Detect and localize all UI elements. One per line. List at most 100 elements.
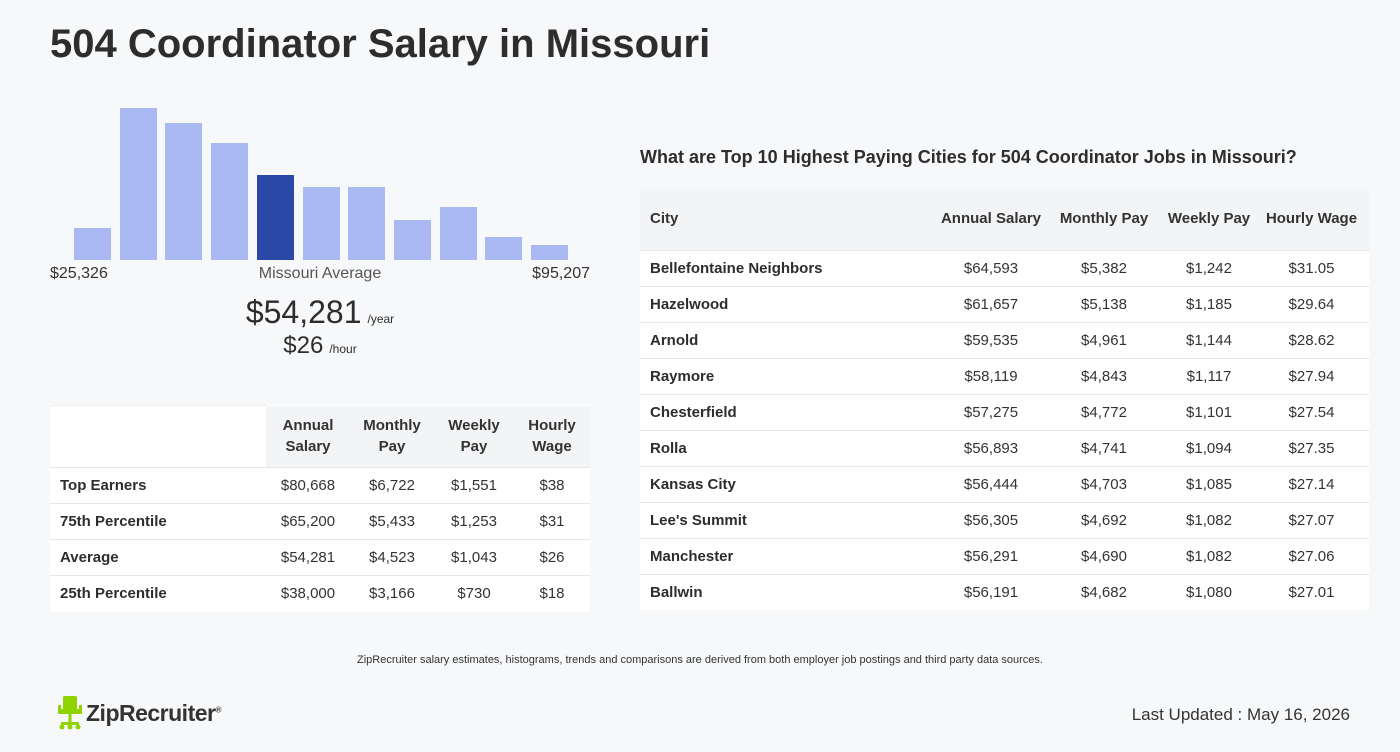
row-label: Kansas City bbox=[640, 465, 938, 502]
table-cell: $27.06 bbox=[1254, 537, 1369, 574]
cities-table: City Annual Salary Monthly Pay Weekly Pay Ho… bbox=[640, 188, 1369, 610]
table-row: Rolla $56,893 $4,741 $1,094 $27.35 bbox=[640, 429, 1369, 466]
table-row: Arnold $59,535 $4,961 $1,144 $28.62 bbox=[640, 321, 1369, 358]
average-yearly: $54,281/year bbox=[50, 292, 590, 339]
histogram-bar bbox=[439, 206, 477, 260]
table-cell: $59,535 bbox=[938, 321, 1044, 358]
table-cell: $1,185 bbox=[1164, 285, 1254, 322]
table-row: Average $54,281 $4,523 $1,043 $26 bbox=[50, 539, 590, 576]
histogram-bar-average bbox=[256, 174, 294, 260]
table-row: 25th Percentile $38,000 $3,166 $730 $18 bbox=[50, 575, 590, 612]
column-header: Hourly Wage bbox=[514, 405, 590, 468]
table-cell: $1,551 bbox=[434, 467, 514, 504]
row-label: Raymore bbox=[640, 357, 938, 394]
table-cell: $4,703 bbox=[1044, 465, 1164, 502]
table-cell: $1,101 bbox=[1164, 393, 1254, 430]
last-updated: Last Updated : May 16, 2026 bbox=[1131, 705, 1350, 724]
table-cell: $31.05 bbox=[1254, 249, 1369, 286]
table-cell: $5,382 bbox=[1044, 249, 1164, 286]
table-cell: $38 bbox=[514, 467, 590, 504]
histogram-bar bbox=[531, 244, 568, 260]
row-label: Chesterfield bbox=[640, 393, 938, 430]
table-cell: $56,444 bbox=[938, 465, 1044, 502]
row-label: 75th Percentile bbox=[50, 503, 266, 540]
histogram-bar bbox=[485, 237, 523, 260]
cities-table-header: City Annual Salary Monthly Pay Weekly Pay Ho… bbox=[640, 188, 1369, 250]
table-row: Manchester $56,291 $4,690 $1,082 $27.06 bbox=[640, 537, 1369, 574]
column-header bbox=[50, 405, 266, 468]
table-row: Top Earners $80,668 $6,722 $1,551 $38 bbox=[50, 467, 590, 504]
table-cell: $54,281 bbox=[266, 539, 350, 576]
ziprecruiter-logo[interactable]: ZipRecruiter® bbox=[58, 696, 221, 730]
table-cell: $4,690 bbox=[1044, 537, 1164, 574]
table-row: Bellefontaine Neighbors $64,593 $5,382 $1,2… bbox=[640, 249, 1369, 286]
row-label: 25th Percentile bbox=[50, 575, 266, 612]
column-header: Annual Salary bbox=[266, 405, 350, 468]
row-label: Manchester bbox=[640, 537, 938, 574]
table-row: Hazelwood $61,657 $5,138 $1,185 $29.64 bbox=[640, 285, 1369, 322]
column-header: Hourly Wage bbox=[1254, 188, 1369, 250]
histogram-bar bbox=[119, 108, 157, 260]
percentile-table-header: Annual Salary Monthly Pay Weekly Pay Hourly… bbox=[50, 405, 590, 468]
histogram-bar bbox=[302, 187, 340, 260]
average-yearly-value: $54,281 bbox=[245, 294, 362, 330]
table-cell: $4,961 bbox=[1044, 321, 1164, 358]
table-cell: $29.64 bbox=[1254, 285, 1369, 322]
table-cell: $38,000 bbox=[266, 575, 350, 612]
table-row: 75th Percentile $65,200 $5,433 $1,253 $31 bbox=[50, 503, 590, 540]
table-cell: $1,082 bbox=[1164, 537, 1254, 574]
row-label: Bellefontaine Neighbors bbox=[640, 249, 938, 286]
histogram-bar bbox=[393, 220, 431, 260]
percentile-table: Annual Salary Monthly Pay Weekly Pay Hourly… bbox=[50, 405, 590, 612]
table-cell: $4,843 bbox=[1044, 357, 1164, 394]
column-header: Weekly Pay bbox=[1164, 188, 1254, 250]
table-cell: $27.35 bbox=[1254, 429, 1369, 466]
table-cell: $4,772 bbox=[1044, 393, 1164, 430]
row-label: Lee's Summit bbox=[640, 501, 938, 538]
table-cell: $1,082 bbox=[1164, 501, 1254, 538]
salary-histogram bbox=[74, 100, 568, 260]
row-label: Hazelwood bbox=[640, 285, 938, 322]
histogram-average-label: Missouri Average bbox=[258, 265, 382, 282]
table-cell: $58,119 bbox=[938, 357, 1044, 394]
row-label: Ballwin bbox=[640, 573, 938, 610]
table-cell: $1,043 bbox=[434, 539, 514, 576]
table-cell: $4,523 bbox=[350, 539, 434, 576]
table-cell: $65,200 bbox=[266, 503, 350, 540]
table-cell: $80,668 bbox=[266, 467, 350, 504]
table-cell: $1,144 bbox=[1164, 321, 1254, 358]
table-cell: $26 bbox=[514, 539, 590, 576]
table-cell: $61,657 bbox=[938, 285, 1044, 322]
table-cell: $4,682 bbox=[1044, 573, 1164, 610]
histogram-labels: $25,326 Missouri Average $95,207 bbox=[50, 265, 590, 285]
average-hourly: $26/hour bbox=[50, 330, 590, 365]
table-row: Chesterfield $57,275 $4,772 $1,101 $27.54 bbox=[640, 393, 1369, 430]
histogram-bar bbox=[348, 187, 386, 260]
table-cell: $64,593 bbox=[938, 249, 1044, 286]
table-cell: $1,085 bbox=[1164, 465, 1254, 502]
table-row: Raymore $58,119 $4,843 $1,117 $27.94 bbox=[640, 357, 1369, 394]
table-cell: $730 bbox=[434, 575, 514, 612]
table-row: Lee's Summit $56,305 $4,692 $1,082 $27.07 bbox=[640, 501, 1369, 538]
table-cell: $3,166 bbox=[350, 575, 434, 612]
logo-text: ZipRecruiter® bbox=[86, 699, 221, 726]
data-source-footnote: ZipRecruiter salary estimates, histogram… bbox=[357, 654, 1043, 666]
row-label: Average bbox=[50, 539, 266, 576]
table-cell: $28.62 bbox=[1254, 321, 1369, 358]
table-cell: $4,692 bbox=[1044, 501, 1164, 538]
cities-heading: What are Top 10 Highest Paying Cities fo… bbox=[640, 147, 1297, 167]
column-header: Annual Salary bbox=[938, 188, 1044, 250]
column-header: City bbox=[640, 188, 938, 250]
row-label: Top Earners bbox=[50, 467, 266, 504]
table-cell: $27.14 bbox=[1254, 465, 1369, 502]
row-label: Rolla bbox=[640, 429, 938, 466]
average-hourly-unit: /hour bbox=[329, 342, 357, 356]
table-cell: $27.94 bbox=[1254, 357, 1369, 394]
column-header: Monthly Pay bbox=[1044, 188, 1164, 250]
table-cell: $56,305 bbox=[938, 501, 1044, 538]
row-label: Arnold bbox=[640, 321, 938, 358]
table-cell: $56,291 bbox=[938, 537, 1044, 574]
table-cell: $1,080 bbox=[1164, 573, 1254, 610]
histogram-bar bbox=[165, 123, 203, 260]
table-cell: $1,253 bbox=[434, 503, 514, 540]
